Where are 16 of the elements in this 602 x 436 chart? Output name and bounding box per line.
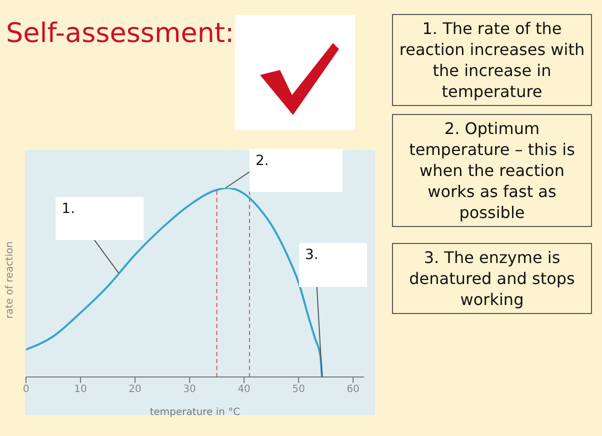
text: 2. Optimum temperature – this is when the reaction works as fast as possible xyxy=(392,114,592,227)
x-tick-label: 10 xyxy=(74,384,87,396)
text: 1. The rate of the reaction increases with the increase in temperature xyxy=(392,14,592,106)
annotation: 2. xyxy=(256,153,269,169)
annotation: 1. xyxy=(62,201,76,218)
x-tick-label: 40 xyxy=(238,384,250,396)
text: 3. The enzyme is denatured and stops working xyxy=(392,243,592,314)
y-axis-title: rate of reaction xyxy=(4,241,16,319)
annotation: 3. xyxy=(305,247,318,263)
x-tick-label: 20 xyxy=(128,384,142,396)
x-tick-label: 30 xyxy=(183,384,196,396)
x-axis-title: temperature in °C xyxy=(150,407,240,418)
x-tick-label: 60 xyxy=(346,384,360,396)
x-tick-label: 50 xyxy=(292,384,305,396)
x-tick-label: 0 xyxy=(22,384,30,396)
chart-title: Self-assessment: xyxy=(6,18,234,49)
